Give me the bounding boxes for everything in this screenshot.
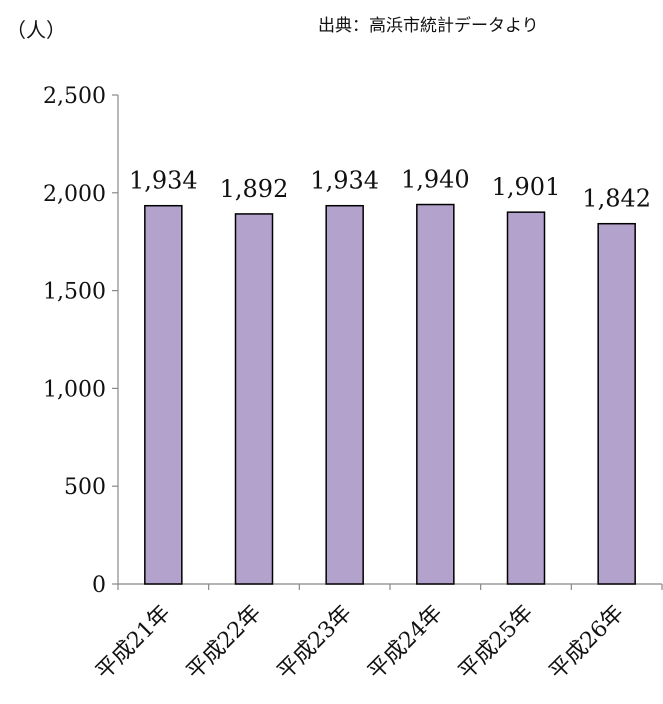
data-label: 1,901 xyxy=(492,173,561,201)
x-tick-label: 平成25年 xyxy=(454,601,538,685)
x-tick-label: 平成23年 xyxy=(273,601,357,685)
bar xyxy=(416,203,455,585)
source-label: 出典：高浜市統計データより xyxy=(318,16,539,36)
data-label: 1,934 xyxy=(310,167,379,195)
x-tick-label: 平成26年 xyxy=(545,601,629,685)
data-label: 1,934 xyxy=(129,167,198,195)
unit-label: （人） xyxy=(6,18,66,42)
y-tick-label: 1,000 xyxy=(43,377,106,402)
y-tick-label: 2,500 xyxy=(43,84,106,109)
bar xyxy=(506,211,546,585)
data-label: 1,940 xyxy=(401,166,470,194)
y-tick-label: 2,000 xyxy=(43,182,106,207)
x-tick-label: 平成24年 xyxy=(363,601,447,685)
y-tick-label: 500 xyxy=(64,475,106,500)
bar xyxy=(144,204,183,585)
y-tick-label: 1,500 xyxy=(43,280,106,305)
y-tick-label: 0 xyxy=(92,573,106,598)
x-tick-label: 平成21年 xyxy=(91,601,175,685)
data-label: 1,842 xyxy=(582,185,651,213)
bar xyxy=(597,222,636,585)
bar xyxy=(234,213,274,585)
data-label: 1,892 xyxy=(220,175,289,203)
x-tick-label: 平成22年 xyxy=(182,601,266,685)
bar xyxy=(325,204,364,585)
